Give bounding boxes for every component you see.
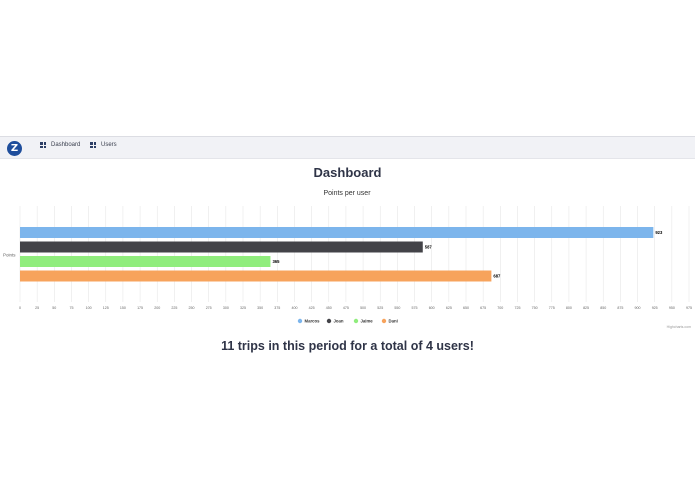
x-tick-label: 825	[583, 306, 589, 310]
trips-summary: 11 trips in this period for a total of 4…	[221, 339, 474, 353]
x-tick-label: 800	[566, 306, 572, 310]
x-tick-label: 425	[309, 306, 315, 310]
nav-item-label: Users	[101, 142, 117, 148]
x-axis-ticks: 0 25 50 75 100 125 150 175 200 225 250 275 300 325 350…	[19, 306, 692, 310]
x-tick-label: 50	[52, 306, 56, 310]
legend-marker[interactable]	[353, 318, 359, 324]
x-tick-label: 125	[103, 306, 109, 310]
bar-data-label: 587	[425, 245, 433, 250]
page-title: Dashboard	[313, 165, 382, 180]
x-tick-label: 650	[463, 306, 469, 310]
x-tick-label: 300	[223, 306, 229, 310]
legend-marker[interactable]	[297, 318, 303, 324]
x-tick-label: 350	[257, 306, 263, 310]
x-tick-label: 725	[514, 306, 520, 310]
brand-logo[interactable]: Z	[7, 141, 22, 156]
bar-jaime[interactable]	[20, 256, 271, 267]
chart-credit[interactable]: Highcharts.com	[667, 325, 691, 329]
bar-marcos[interactable]	[20, 227, 654, 238]
x-tick-label: 850	[600, 306, 606, 310]
x-tick-label: 600	[429, 306, 435, 310]
x-tick-label: 750	[532, 306, 538, 310]
x-tick-label: 625	[446, 306, 452, 310]
x-tick-label: 900	[635, 306, 641, 310]
x-tick-label: 700	[497, 306, 503, 310]
legend-item-dani[interactable]: Dani	[389, 319, 398, 324]
bar-data-label: 923	[655, 230, 663, 235]
x-tick-label: 500	[360, 306, 366, 310]
logo-letter: Z	[10, 143, 19, 154]
x-tick-label: 975	[686, 306, 692, 310]
chart-legend: Marcos Joan Jaime Dani	[297, 318, 398, 324]
x-tick-label: 200	[154, 306, 160, 310]
nav-item-users[interactable]: Users	[90, 142, 117, 148]
x-tick-label: 100	[86, 306, 92, 310]
x-tick-label: 875	[617, 306, 623, 310]
x-tick-label: 950	[669, 306, 675, 310]
x-tick-label: 25	[35, 306, 39, 310]
nav-item-dashboard[interactable]: Dashboard	[40, 142, 80, 148]
top-navbar: Z Dashboard Users	[0, 136, 695, 159]
x-tick-label: 0	[19, 306, 21, 310]
x-tick-label: 150	[120, 306, 126, 310]
legend-marker[interactable]	[326, 318, 332, 324]
x-tick-label: 575	[412, 306, 418, 310]
bar-joan[interactable]	[20, 241, 423, 253]
x-tick-label: 250	[189, 306, 195, 310]
chart-grid	[19, 206, 690, 302]
x-tick-label: 275	[206, 306, 212, 310]
x-tick-label: 375	[274, 306, 280, 310]
x-tick-label: 225	[171, 306, 177, 310]
chart-title: Points per user	[323, 190, 371, 197]
nav-item-label: Dashboard	[51, 142, 81, 148]
x-tick-label: 325	[240, 306, 246, 310]
x-tick-label: 175	[137, 306, 143, 310]
chart-bars: 923 587 365 687	[20, 227, 663, 282]
category-label: Points	[3, 253, 16, 258]
x-tick-label: 925	[652, 306, 658, 310]
x-tick-label: 525	[377, 306, 383, 310]
x-tick-label: 675	[480, 306, 486, 310]
x-tick-label: 475	[343, 306, 349, 310]
x-tick-label: 75	[69, 306, 73, 310]
grid-icon	[90, 142, 96, 148]
x-tick-label: 775	[549, 306, 555, 310]
legend-marker[interactable]	[381, 318, 387, 324]
legend-item-jaime[interactable]: Jaime	[361, 319, 374, 324]
x-tick-label: 450	[326, 306, 332, 310]
legend-item-marcos[interactable]: Marcos	[305, 319, 321, 324]
bar-data-label: 365	[272, 259, 280, 264]
points-per-user-chart: Points per user 923 587 365 687 0 25 50 75 100 1…	[3, 190, 692, 329]
legend-item-joan[interactable]: Joan	[334, 319, 344, 324]
bar-dani[interactable]	[20, 270, 492, 282]
bar-data-label: 687	[493, 274, 501, 279]
x-tick-label: 550	[394, 306, 400, 310]
grid-icon	[40, 142, 46, 148]
x-tick-label: 400	[291, 306, 297, 310]
